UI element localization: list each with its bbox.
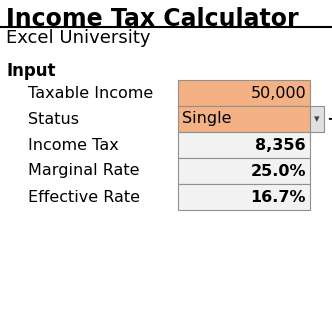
Text: Effective Rate: Effective Rate [28,190,140,205]
Text: 16.7%: 16.7% [251,190,306,205]
Bar [178,132,310,158]
Text: Excel University: Excel University [6,29,150,47]
Bar [178,80,310,106]
Bar [178,158,310,184]
Text: Status: Status [28,112,79,126]
Text: 8,356: 8,356 [255,137,306,152]
Text: Taxable Income: Taxable Income [28,86,153,101]
Text: 50,000: 50,000 [250,86,306,101]
Text: ✛: ✛ [327,111,332,129]
Bar [178,106,310,132]
Text: Income Tax Calculator: Income Tax Calculator [6,7,298,31]
Bar [310,106,324,132]
Text: 25.0%: 25.0% [251,163,306,179]
Text: ▾: ▾ [314,114,320,124]
Text: Input: Input [6,62,55,80]
Text: Income Tax: Income Tax [28,137,119,152]
Text: Marginal Rate: Marginal Rate [28,163,139,179]
Bar [178,184,310,210]
Text: Single: Single [182,112,231,126]
